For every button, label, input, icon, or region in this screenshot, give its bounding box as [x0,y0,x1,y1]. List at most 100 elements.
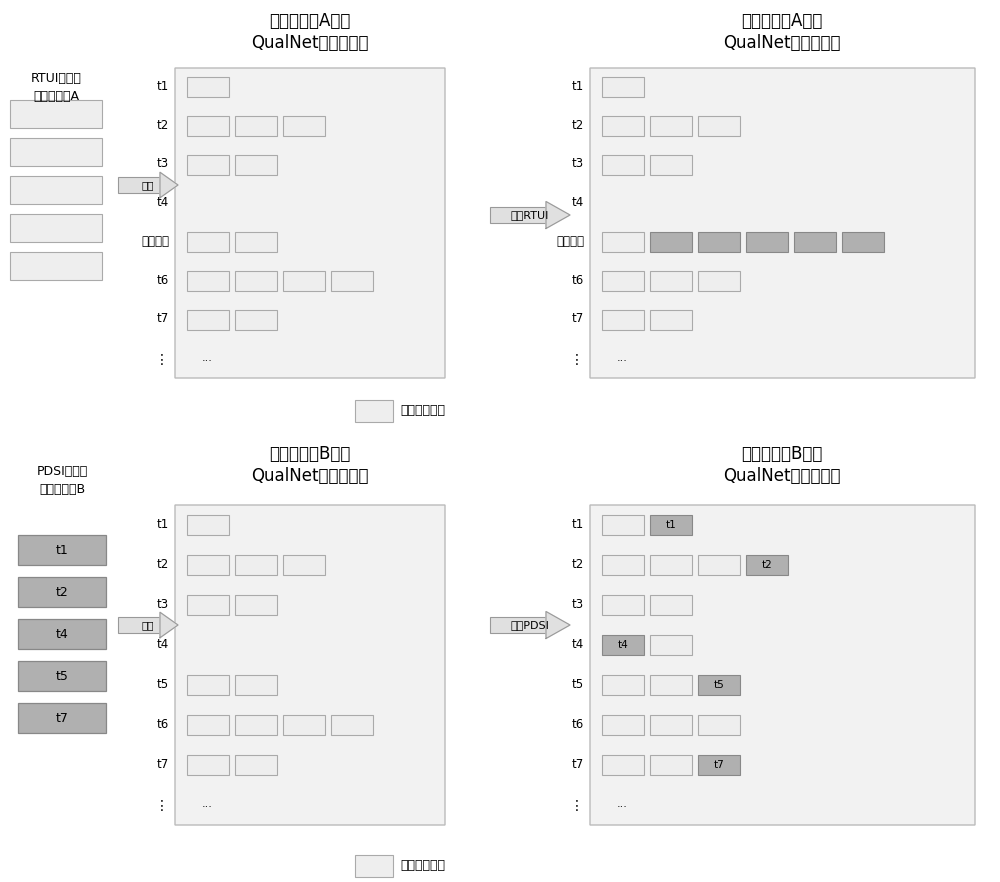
FancyBboxPatch shape [794,232,836,252]
FancyBboxPatch shape [698,675,740,695]
FancyBboxPatch shape [650,514,692,535]
Text: ...: ... [202,353,213,363]
Text: ⋮: ⋮ [570,799,584,813]
FancyBboxPatch shape [746,555,788,575]
FancyBboxPatch shape [490,617,546,633]
FancyBboxPatch shape [650,116,692,136]
FancyBboxPatch shape [602,155,644,175]
Text: t7: t7 [572,758,584,771]
Text: t1: t1 [56,543,68,557]
FancyBboxPatch shape [187,594,229,616]
Text: t6: t6 [157,273,169,287]
Text: 在注入报文A之前: 在注入报文A之前 [269,12,351,30]
Text: ⋮: ⋮ [155,353,169,367]
FancyBboxPatch shape [650,714,692,736]
FancyBboxPatch shape [698,271,740,291]
FancyBboxPatch shape [187,555,229,575]
FancyBboxPatch shape [235,116,277,136]
FancyBboxPatch shape [602,555,644,575]
FancyBboxPatch shape [698,755,740,775]
Text: t2: t2 [572,557,584,571]
Text: t2: t2 [56,586,68,599]
Text: t1: t1 [666,520,676,530]
FancyBboxPatch shape [10,214,102,242]
Text: RTUI节点配: RTUI节点配 [31,72,81,85]
FancyBboxPatch shape [235,755,277,775]
FancyBboxPatch shape [187,675,229,695]
FancyBboxPatch shape [18,619,106,649]
Text: t7: t7 [56,712,68,724]
Text: 当前时间: 当前时间 [556,235,584,248]
Text: t1: t1 [157,80,169,93]
Text: t4: t4 [56,627,68,640]
Text: ...: ... [617,799,628,809]
FancyBboxPatch shape [235,310,277,330]
Text: t3: t3 [157,157,169,170]
Text: t1: t1 [572,80,584,93]
Text: 注入: 注入 [142,180,154,190]
FancyBboxPatch shape [602,635,644,655]
FancyBboxPatch shape [650,232,692,252]
FancyBboxPatch shape [602,714,644,736]
Text: QualNet中事件队列: QualNet中事件队列 [723,467,841,485]
FancyBboxPatch shape [18,661,106,691]
Text: 在注入报文B之前: 在注入报文B之前 [269,445,351,463]
FancyBboxPatch shape [187,155,229,175]
FancyBboxPatch shape [650,271,692,291]
Text: t2: t2 [157,118,169,131]
Text: t1: t1 [572,518,584,530]
Text: t5: t5 [56,669,68,683]
Text: t5: t5 [572,677,584,691]
Text: ⋮: ⋮ [155,799,169,813]
FancyBboxPatch shape [698,555,740,575]
FancyBboxPatch shape [602,675,644,695]
FancyBboxPatch shape [650,310,692,330]
FancyBboxPatch shape [175,68,445,378]
Text: PDSI节点配: PDSI节点配 [36,465,88,478]
Text: t4: t4 [572,638,584,651]
FancyBboxPatch shape [10,138,102,166]
FancyBboxPatch shape [331,271,373,291]
FancyBboxPatch shape [698,714,740,736]
FancyBboxPatch shape [10,252,102,280]
Text: t2: t2 [157,557,169,571]
Text: ⋮: ⋮ [570,353,584,367]
Text: t4: t4 [157,638,169,651]
FancyBboxPatch shape [187,271,229,291]
FancyBboxPatch shape [187,714,229,736]
FancyBboxPatch shape [10,100,102,128]
FancyBboxPatch shape [698,116,740,136]
Text: 置信息报文B: 置信息报文B [39,483,85,496]
FancyBboxPatch shape [650,555,692,575]
FancyBboxPatch shape [602,755,644,775]
Text: t5: t5 [157,677,169,691]
FancyBboxPatch shape [18,703,106,733]
FancyBboxPatch shape [602,310,644,330]
Text: t6: t6 [157,717,169,730]
FancyBboxPatch shape [283,714,325,736]
FancyBboxPatch shape [18,577,106,607]
FancyBboxPatch shape [331,714,373,736]
Text: 通过RTUI: 通过RTUI [511,210,549,220]
FancyBboxPatch shape [590,505,975,825]
Text: 方框代表事件: 方框代表事件 [400,859,445,872]
Text: 注入: 注入 [142,620,154,630]
Polygon shape [160,172,178,198]
FancyBboxPatch shape [235,271,277,291]
Text: t3: t3 [157,597,169,610]
FancyBboxPatch shape [602,514,644,535]
Text: 在注入报文A之后: 在注入报文A之后 [741,12,823,30]
Text: 置信息报文A: 置信息报文A [33,90,79,103]
Text: ...: ... [617,353,628,363]
FancyBboxPatch shape [590,68,975,378]
FancyBboxPatch shape [10,176,102,204]
Text: t3: t3 [572,597,584,610]
FancyBboxPatch shape [118,177,160,192]
FancyBboxPatch shape [602,594,644,616]
Text: QualNet中事件队列: QualNet中事件队列 [251,467,369,485]
FancyBboxPatch shape [118,617,160,632]
Text: t7: t7 [714,760,724,770]
Polygon shape [546,611,570,639]
Text: t4: t4 [618,640,628,650]
FancyBboxPatch shape [187,514,229,535]
